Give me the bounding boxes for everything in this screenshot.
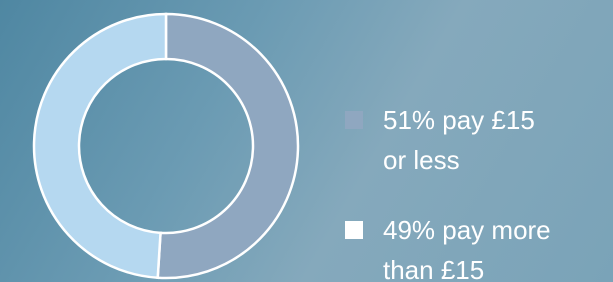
donut-slice bbox=[158, 14, 298, 278]
legend-swatch bbox=[345, 111, 363, 129]
legend-swatch bbox=[345, 221, 363, 239]
legend-label: 51% pay £15 or less bbox=[383, 100, 558, 180]
legend-label: 49% pay more than £15 bbox=[383, 210, 558, 282]
donut-slice bbox=[34, 14, 166, 278]
chart: 51% pay £15 or less 49% pay more than £15 bbox=[0, 0, 613, 282]
